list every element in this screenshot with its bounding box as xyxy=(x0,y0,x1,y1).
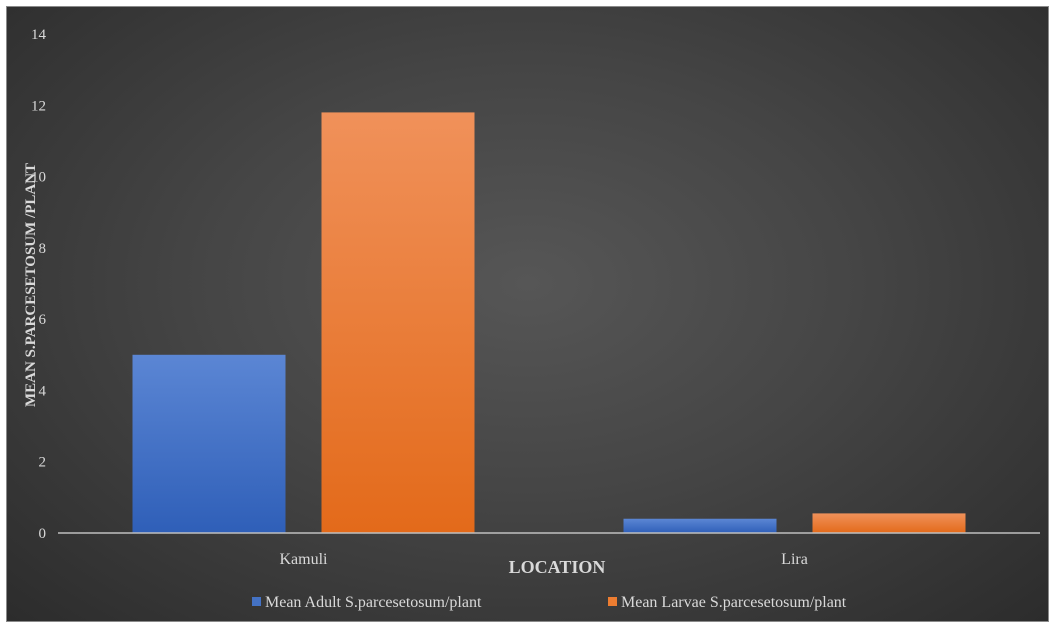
bar-kamuli-series-2 xyxy=(321,112,475,534)
y-tick-label: 8 xyxy=(39,241,47,257)
x-axis-title: LOCATION xyxy=(509,557,606,577)
y-tick-label: 10 xyxy=(31,170,46,186)
legend-swatch-series-2 xyxy=(608,597,617,606)
bars xyxy=(132,112,966,534)
y-tick-label: 2 xyxy=(39,455,47,471)
bar-lira-series-2 xyxy=(812,513,966,533)
y-axis-title: MEAN S.PARCESETOSUM /PLANT xyxy=(23,163,39,407)
x-category-label: Kamuli xyxy=(280,551,329,568)
legend-label-series-2: Mean Larvae S.parcesetosum/plant xyxy=(621,594,847,611)
y-tick-label: 12 xyxy=(31,98,46,114)
y-tick-label: 4 xyxy=(39,383,47,399)
y-tick-label: 0 xyxy=(39,526,47,542)
y-axis-ticks: 0 2 4 6 8 10 12 14 xyxy=(31,27,47,542)
legend-label-series-1: Mean Adult S.parcesetosum/plant xyxy=(265,594,482,611)
legend-swatch-series-1 xyxy=(252,597,261,606)
y-tick-label: 6 xyxy=(39,312,47,328)
x-axis-categories: Kamuli Lira xyxy=(280,551,808,568)
bar-lira-series-1 xyxy=(623,518,777,533)
x-category-label: Lira xyxy=(781,551,808,568)
y-tick-label: 14 xyxy=(31,27,47,43)
legend: Mean Adult S.parcesetosum/plant Mean Larv… xyxy=(252,594,847,611)
bar-kamuli-series-1 xyxy=(132,354,286,533)
